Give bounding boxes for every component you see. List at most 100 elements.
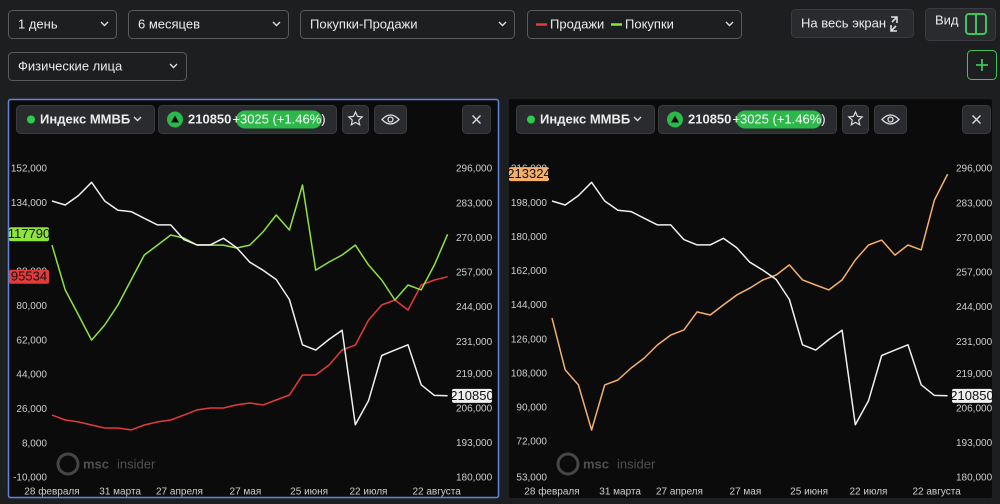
y-tick-label: 72,000	[516, 437, 547, 448]
y2-tick-label: 270,000	[456, 233, 493, 244]
y2-tick-label: 283,000	[456, 198, 493, 209]
x-tick-label: 27 мая	[730, 487, 762, 498]
favorite-button[interactable]	[842, 105, 869, 134]
y2-tick-label: 257,000	[456, 268, 493, 279]
x-tick-label: 28 февраля	[24, 486, 79, 498]
x-tick-label: 27 апреля	[656, 487, 703, 498]
y-tick-label: 180,000	[511, 232, 548, 243]
y2-tick-label: 257,000	[956, 268, 993, 279]
visibility-button[interactable]	[374, 105, 407, 134]
watermark-text: msc	[83, 456, 109, 471]
dropdown-label: Покупки-Продажи	[310, 16, 418, 31]
y2-tick-label: 219,000	[456, 369, 493, 380]
chevron	[133, 116, 142, 122]
legend-label: Покупки	[625, 16, 674, 31]
dropdown[interactable]	[300, 10, 515, 39]
add-button[interactable]	[967, 50, 997, 80]
series-line	[551, 181, 948, 426]
change-badge	[736, 110, 822, 129]
x-tick-label: 22 июля	[849, 487, 887, 498]
x-tick-label: 27 апреля	[156, 487, 203, 498]
group-select[interactable]: Физические лица	[8, 52, 187, 81]
last-value-label: 117790	[8, 226, 50, 241]
eye-icon	[381, 114, 400, 125]
y2-tick-label: 296,000	[456, 164, 493, 175]
instrument-select[interactable]	[516, 105, 655, 134]
status-dot	[527, 115, 535, 124]
chart-panel	[509, 99, 992, 498]
watermark-text: insider	[617, 456, 656, 471]
mode-select[interactable]: Покупки-Продажи	[300, 10, 515, 39]
panel-header: Индекс ММВБ 210850 +3025 (+1.46%)	[516, 105, 991, 134]
x-tick-label: 31 марта	[599, 487, 641, 498]
series-select[interactable]: Продажи Покупки	[527, 10, 742, 39]
dropdown[interactable]	[527, 10, 742, 39]
last-value-label: 213324	[507, 166, 550, 181]
y2-tick-label: 206,000	[956, 403, 993, 414]
button[interactable]	[925, 8, 996, 41]
y-tick-label: 126,000	[511, 334, 548, 345]
y-tick-label: 80,000	[16, 301, 47, 312]
last-value-badge	[509, 167, 549, 182]
watermark-logo	[56, 452, 80, 476]
favorite-button[interactable]	[342, 105, 369, 134]
x-tick-label: 22 июля	[349, 487, 387, 498]
y2-tick-label: 231,000	[956, 337, 993, 348]
price: 210850	[188, 111, 231, 126]
chevron	[272, 21, 281, 27]
eye-icon	[881, 114, 900, 125]
y2-tick-label: 219,000	[956, 369, 993, 380]
x-tick-label: 22 августа	[912, 487, 961, 498]
period-select[interactable]: 6 месяцев	[128, 10, 289, 39]
watermark-text: msc	[583, 456, 609, 471]
last-value-label: 210850	[950, 388, 993, 403]
y2-tick-label: 193,000	[956, 438, 993, 449]
last-value-badge	[952, 388, 992, 403]
legend-label: Продажи	[550, 16, 604, 31]
y2-tick-label: 206,000	[456, 403, 493, 414]
fullscreen-icon	[890, 16, 898, 32]
chart-panel	[7, 98, 500, 499]
button[interactable]	[791, 9, 914, 38]
chevron	[169, 63, 178, 69]
last-value-label: 210850	[450, 388, 493, 403]
y-tick-label: 144,000	[511, 300, 548, 311]
dropdown[interactable]	[128, 10, 289, 39]
last-value-badge	[9, 227, 49, 242]
y-tick-label: 8,000	[22, 438, 47, 449]
x-tick-label: 28 февраля	[524, 486, 579, 498]
y-tick-label: 198,000	[511, 198, 548, 209]
x-tick-label: 31 марта	[99, 487, 141, 498]
view-button[interactable]: Вид	[925, 8, 996, 41]
y2-tick-label: 193,000	[456, 438, 493, 449]
dropdown[interactable]	[8, 10, 117, 39]
fullscreen-button[interactable]: На весь экран	[791, 9, 914, 38]
chevron	[633, 116, 642, 122]
interval-select[interactable]: 1 день	[8, 10, 117, 39]
y-tick-label: -10,000	[13, 473, 47, 484]
watermark-text: insider	[117, 456, 156, 471]
y2-tick-label: 231,000	[456, 337, 493, 348]
button-label: На весь экран	[801, 15, 886, 30]
dropdown[interactable]	[8, 52, 187, 81]
status-dot	[27, 115, 35, 124]
change: +3025 (+1.46%)	[232, 111, 325, 126]
last-value-badge	[452, 388, 492, 403]
y2-tick-label: 283,000	[956, 198, 993, 209]
y-tick-label: 44,000	[16, 370, 47, 381]
y2-tick-label: 244,000	[956, 302, 993, 313]
series-line	[51, 184, 449, 341]
last-value-label: 95534	[11, 269, 47, 284]
y-tick-label: 26,000	[16, 404, 47, 415]
close-icon	[472, 115, 481, 124]
dropdown-label: 6 месяцев	[138, 16, 200, 31]
y-tick-label: 134,000	[11, 198, 48, 209]
price: 210850	[688, 111, 731, 126]
dropdown-label: Физические лица	[18, 58, 123, 73]
instrument-select[interactable]	[16, 105, 155, 134]
x-tick-label: 25 июня	[790, 487, 828, 498]
visibility-button[interactable]	[874, 105, 907, 134]
close-icon	[972, 115, 981, 124]
